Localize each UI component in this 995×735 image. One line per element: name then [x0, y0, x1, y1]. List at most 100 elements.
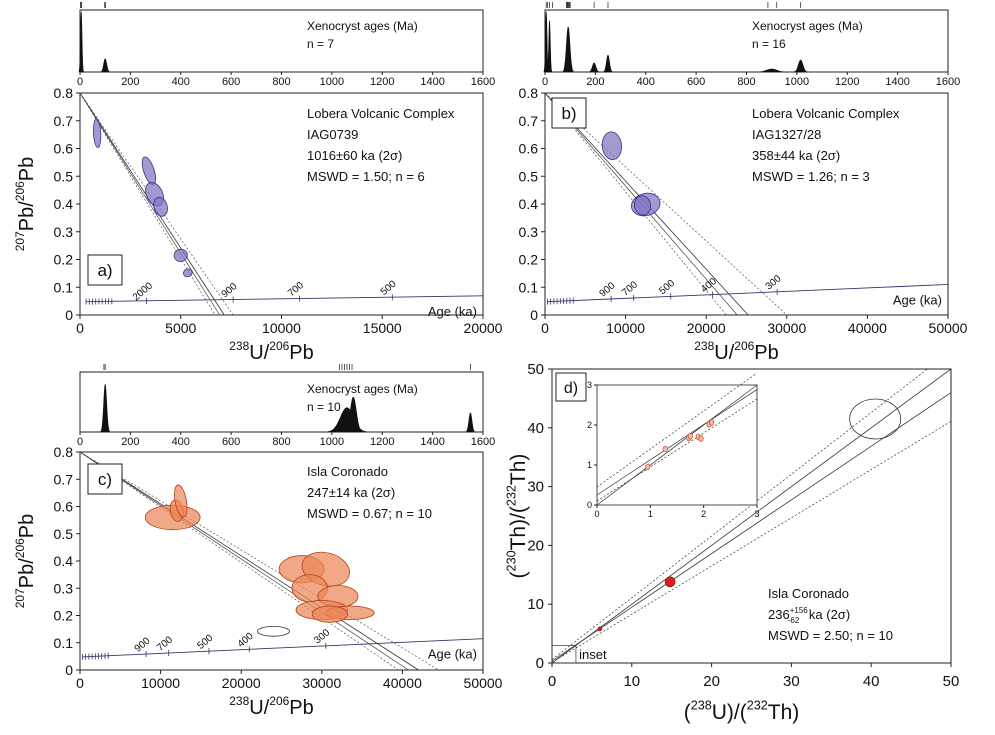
y-tick-label: 0 — [65, 307, 73, 323]
histogram-x-tick-label: 800 — [737, 76, 755, 88]
concordia-age-label: 300 — [312, 627, 332, 646]
y-tick-label: 0.8 — [54, 85, 74, 101]
y-tick-label: 50 — [527, 361, 544, 378]
y-tick-label: 0.2 — [54, 608, 74, 624]
panel-d: 0 10 20 30 40 5001020304050inset00112233d)Isl… — [505, 361, 960, 724]
label-superscript: U/ — [714, 342, 734, 364]
label-superscript: Pb — [754, 342, 778, 364]
data-ellipses — [93, 118, 193, 278]
histogram-x-tick-label: 800 — [272, 76, 290, 88]
inset-data-point — [687, 432, 693, 440]
panel-label: c) — [98, 470, 112, 489]
data-ellipse — [174, 484, 188, 518]
concordia-age-label: 400 — [699, 276, 719, 295]
x-tick-label: 30 — [783, 673, 800, 690]
histogram-peak — [546, 19, 553, 73]
y-tick-label: 20 — [527, 537, 544, 554]
label-superscript: Pb — [16, 157, 38, 181]
x-tick-label: 0 — [76, 320, 84, 336]
x-tick-label: 20000 — [464, 320, 503, 336]
panel-label-box — [87, 463, 123, 495]
y-tick-label: 0.7 — [54, 471, 74, 487]
annotation-line: 247±14 ka (2σ) — [307, 485, 395, 500]
label-superscript: 232 — [747, 699, 768, 713]
y-tick-label: 10 — [527, 596, 544, 613]
y-axis-label: 207Pb/206Pb — [13, 157, 38, 252]
panel-label-box — [87, 254, 123, 286]
histogram-title: Xenocryst ages (Ma) — [752, 19, 863, 33]
inset-y-tick-label: 3 — [587, 380, 592, 390]
panel-label-box — [551, 97, 587, 129]
label-superscript: Th) — [507, 454, 530, 486]
y-tick-label: 0.6 — [54, 141, 74, 157]
plot-frame — [544, 92, 949, 316]
histogram-x-tick-label: 200 — [586, 76, 604, 88]
y-axis-label: 207Pb/206Pb — [13, 514, 38, 609]
label-part: ( — [507, 571, 530, 578]
data-ellipses — [144, 484, 375, 637]
histogram-x-tick-label: 1200 — [835, 76, 859, 88]
x-tick-label: 40 — [863, 673, 880, 690]
histogram-x-tick-label: 1200 — [370, 436, 394, 448]
histogram-peak — [756, 68, 787, 73]
x-tick-label: 50000 — [464, 675, 503, 691]
age-value: 236 — [768, 607, 790, 622]
x-axis-label: 238U/206Pb — [694, 339, 779, 364]
y-tick-label: 0.1 — [519, 279, 539, 295]
histogram-x-tick-label: 600 — [222, 76, 240, 88]
regression-envelope-high — [79, 92, 234, 316]
inset-label: inset — [579, 647, 607, 662]
histogram-peak — [465, 412, 476, 433]
inset-y-tick-label: 2 — [587, 420, 592, 430]
concordia-age-label: 900 — [133, 635, 153, 654]
x-tick-label: 15000 — [363, 320, 402, 336]
inset-data-point — [698, 435, 704, 442]
label-superscript: 206 — [734, 339, 754, 353]
panel-b: 0 200 400 600 800 1000 1200 1400 1600 Xenocryst a… — [519, 2, 968, 364]
concordia-age-label: 500 — [195, 632, 215, 651]
label-superscript: 206 — [13, 181, 27, 201]
histogram-frame — [79, 9, 484, 73]
label-superscript: Pb/ — [16, 558, 38, 588]
label-superscript: 207 — [13, 231, 27, 251]
y-tick-label: 0.8 — [519, 85, 539, 101]
inset-region-box — [551, 645, 577, 664]
x-tick-label: 0 — [541, 320, 549, 336]
label-superscript: U/ — [249, 697, 269, 719]
inset-envelope-high — [596, 372, 758, 488]
concordia-curve: 2000 900 700 500 Age (ka) — [85, 278, 484, 319]
y-axis-label: (230Th)/(232Th) — [505, 454, 530, 579]
annotation-line: MSWD = 0.67; n = 10 — [307, 506, 432, 521]
annotation-line: Isla Coronado — [307, 464, 388, 479]
x-tick-label: 0 — [548, 673, 556, 690]
histogram-count: n = 7 — [307, 37, 334, 51]
regression-envelope-low — [79, 92, 216, 316]
label-superscript: Pb — [289, 697, 313, 719]
label-superscript: U)/( — [712, 701, 747, 724]
inset-x-tick-label: 0 — [594, 509, 599, 519]
plot-frame — [551, 368, 952, 664]
inset-x-tick-label: 2 — [701, 509, 706, 519]
concordia-axis-label: Age (ka) — [428, 304, 477, 319]
histogram-peak — [78, 11, 84, 73]
isochron-envelope-low — [552, 421, 951, 663]
histogram-count: n = 16 — [752, 37, 786, 51]
x-tick-label: 30000 — [767, 320, 806, 336]
concordia-axis-label: Age (ka) — [428, 647, 477, 662]
concordia-age-label: 500 — [379, 278, 399, 297]
histogram-title: Xenocryst ages (Ma) — [307, 382, 418, 396]
histogram-x-tick-label: 800 — [272, 436, 290, 448]
histogram-peak — [588, 62, 601, 73]
concordia-age-label: 900 — [220, 281, 240, 300]
histogram-x-tick-label: 400 — [172, 76, 190, 88]
plot-frame — [79, 92, 484, 316]
inset-x-tick-label: 3 — [754, 509, 759, 519]
y-tick-label: 0.8 — [54, 444, 74, 460]
y-tick-label: 0.3 — [519, 224, 539, 240]
label-superscript: 238 — [229, 694, 249, 708]
y-tick-label: 0.1 — [54, 279, 74, 295]
label-superscript: Th)/( — [507, 506, 530, 550]
y-tick-label: 40 — [527, 420, 544, 437]
y-tick-label: 0.5 — [519, 168, 539, 184]
